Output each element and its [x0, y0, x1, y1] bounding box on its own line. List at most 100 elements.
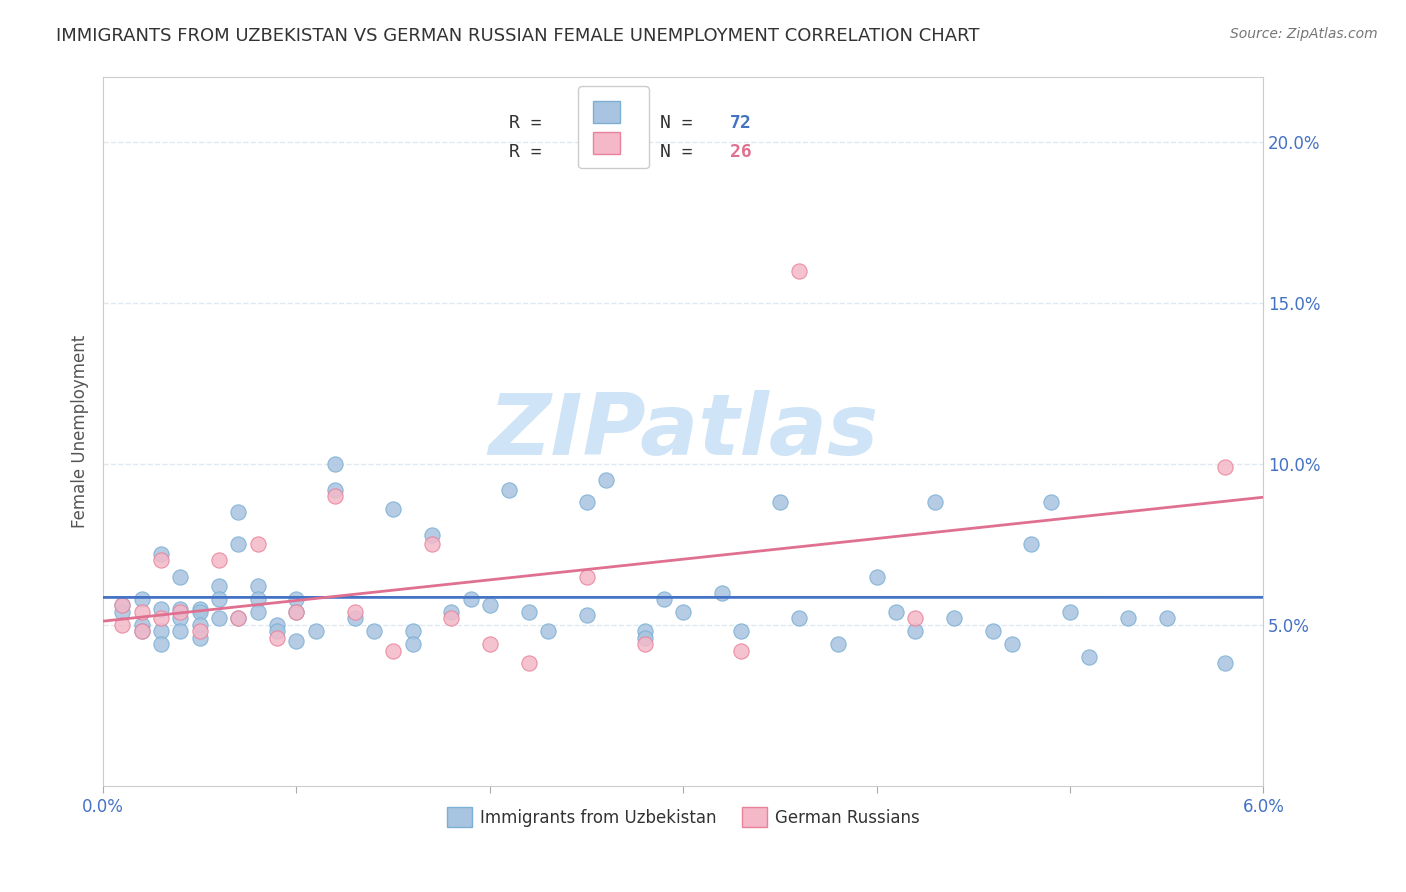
Point	[478, 637, 501, 651]
Point	[285, 605, 308, 619]
Point	[420, 527, 443, 541]
Point	[188, 617, 211, 632]
Point	[228, 611, 250, 625]
Point	[111, 605, 134, 619]
Point	[188, 631, 211, 645]
Legend: Immigrants from Uzbekistan, German Russians: Immigrants from Uzbekistan, German Russi…	[440, 800, 927, 834]
Point	[323, 483, 346, 497]
Text: R =: R =	[509, 143, 541, 161]
Point	[285, 633, 308, 648]
Point	[710, 585, 733, 599]
Point	[440, 605, 463, 619]
Point	[208, 553, 231, 567]
Text: 0.005: 0.005	[579, 114, 633, 133]
Point	[150, 611, 173, 625]
Point	[266, 617, 288, 632]
Point	[188, 624, 211, 639]
Point	[188, 601, 211, 615]
Text: Source: ZipAtlas.com: Source: ZipAtlas.com	[1230, 27, 1378, 41]
Point	[769, 495, 792, 509]
Point	[884, 605, 907, 619]
Point	[924, 495, 946, 509]
Point	[150, 601, 173, 615]
Point	[111, 599, 134, 613]
Point	[131, 617, 153, 632]
Point	[343, 605, 366, 619]
Point	[904, 611, 927, 625]
Point	[228, 537, 250, 551]
Point	[363, 624, 385, 639]
Point	[285, 605, 308, 619]
Point	[730, 643, 752, 657]
Point	[246, 592, 269, 607]
Point	[1059, 605, 1081, 619]
Point	[150, 553, 173, 567]
Point	[478, 599, 501, 613]
Point	[865, 569, 887, 583]
Point	[246, 579, 269, 593]
Point	[305, 624, 328, 639]
Point	[575, 608, 598, 623]
Point	[323, 457, 346, 471]
Text: 0.145: 0.145	[579, 143, 633, 161]
Point	[228, 611, 250, 625]
Point	[730, 624, 752, 639]
Point	[188, 605, 211, 619]
Point	[169, 624, 191, 639]
Point	[382, 502, 405, 516]
Point	[169, 605, 191, 619]
Point	[537, 624, 560, 639]
Point	[343, 611, 366, 625]
Point	[460, 592, 482, 607]
Point	[150, 637, 173, 651]
Text: 72: 72	[730, 114, 751, 133]
Point	[228, 505, 250, 519]
Point	[131, 624, 153, 639]
Point	[575, 569, 598, 583]
Point	[1156, 611, 1178, 625]
Point	[150, 624, 173, 639]
Text: N =: N =	[659, 114, 693, 133]
Point	[981, 624, 1004, 639]
Point	[150, 547, 173, 561]
Point	[1001, 637, 1024, 651]
Point	[1078, 650, 1101, 665]
Text: ZIPatlas: ZIPatlas	[488, 390, 879, 473]
Point	[169, 569, 191, 583]
Point	[131, 605, 153, 619]
Point	[401, 637, 423, 651]
Point	[498, 483, 520, 497]
Point	[208, 611, 231, 625]
Point	[904, 624, 927, 639]
Point	[169, 611, 191, 625]
Point	[575, 495, 598, 509]
Point	[285, 592, 308, 607]
Point	[1213, 460, 1236, 475]
Point	[420, 537, 443, 551]
Text: IMMIGRANTS FROM UZBEKISTAN VS GERMAN RUSSIAN FEMALE UNEMPLOYMENT CORRELATION CHA: IMMIGRANTS FROM UZBEKISTAN VS GERMAN RUS…	[56, 27, 980, 45]
Point	[208, 592, 231, 607]
Point	[652, 592, 675, 607]
Point	[382, 643, 405, 657]
Point	[1039, 495, 1062, 509]
Point	[1116, 611, 1139, 625]
Point	[1213, 657, 1236, 671]
Point	[1019, 537, 1042, 551]
Point	[633, 624, 655, 639]
Point	[942, 611, 965, 625]
Text: 26: 26	[730, 143, 751, 161]
Point	[246, 537, 269, 551]
Point	[323, 489, 346, 503]
Text: R =: R =	[509, 114, 541, 133]
Point	[672, 605, 695, 619]
Point	[208, 579, 231, 593]
Point	[246, 605, 269, 619]
Point	[131, 624, 153, 639]
Point	[595, 473, 617, 487]
Point	[787, 263, 810, 277]
Point	[517, 605, 540, 619]
Point	[169, 601, 191, 615]
Point	[111, 617, 134, 632]
Point	[633, 637, 655, 651]
Y-axis label: Female Unemployment: Female Unemployment	[72, 335, 89, 528]
